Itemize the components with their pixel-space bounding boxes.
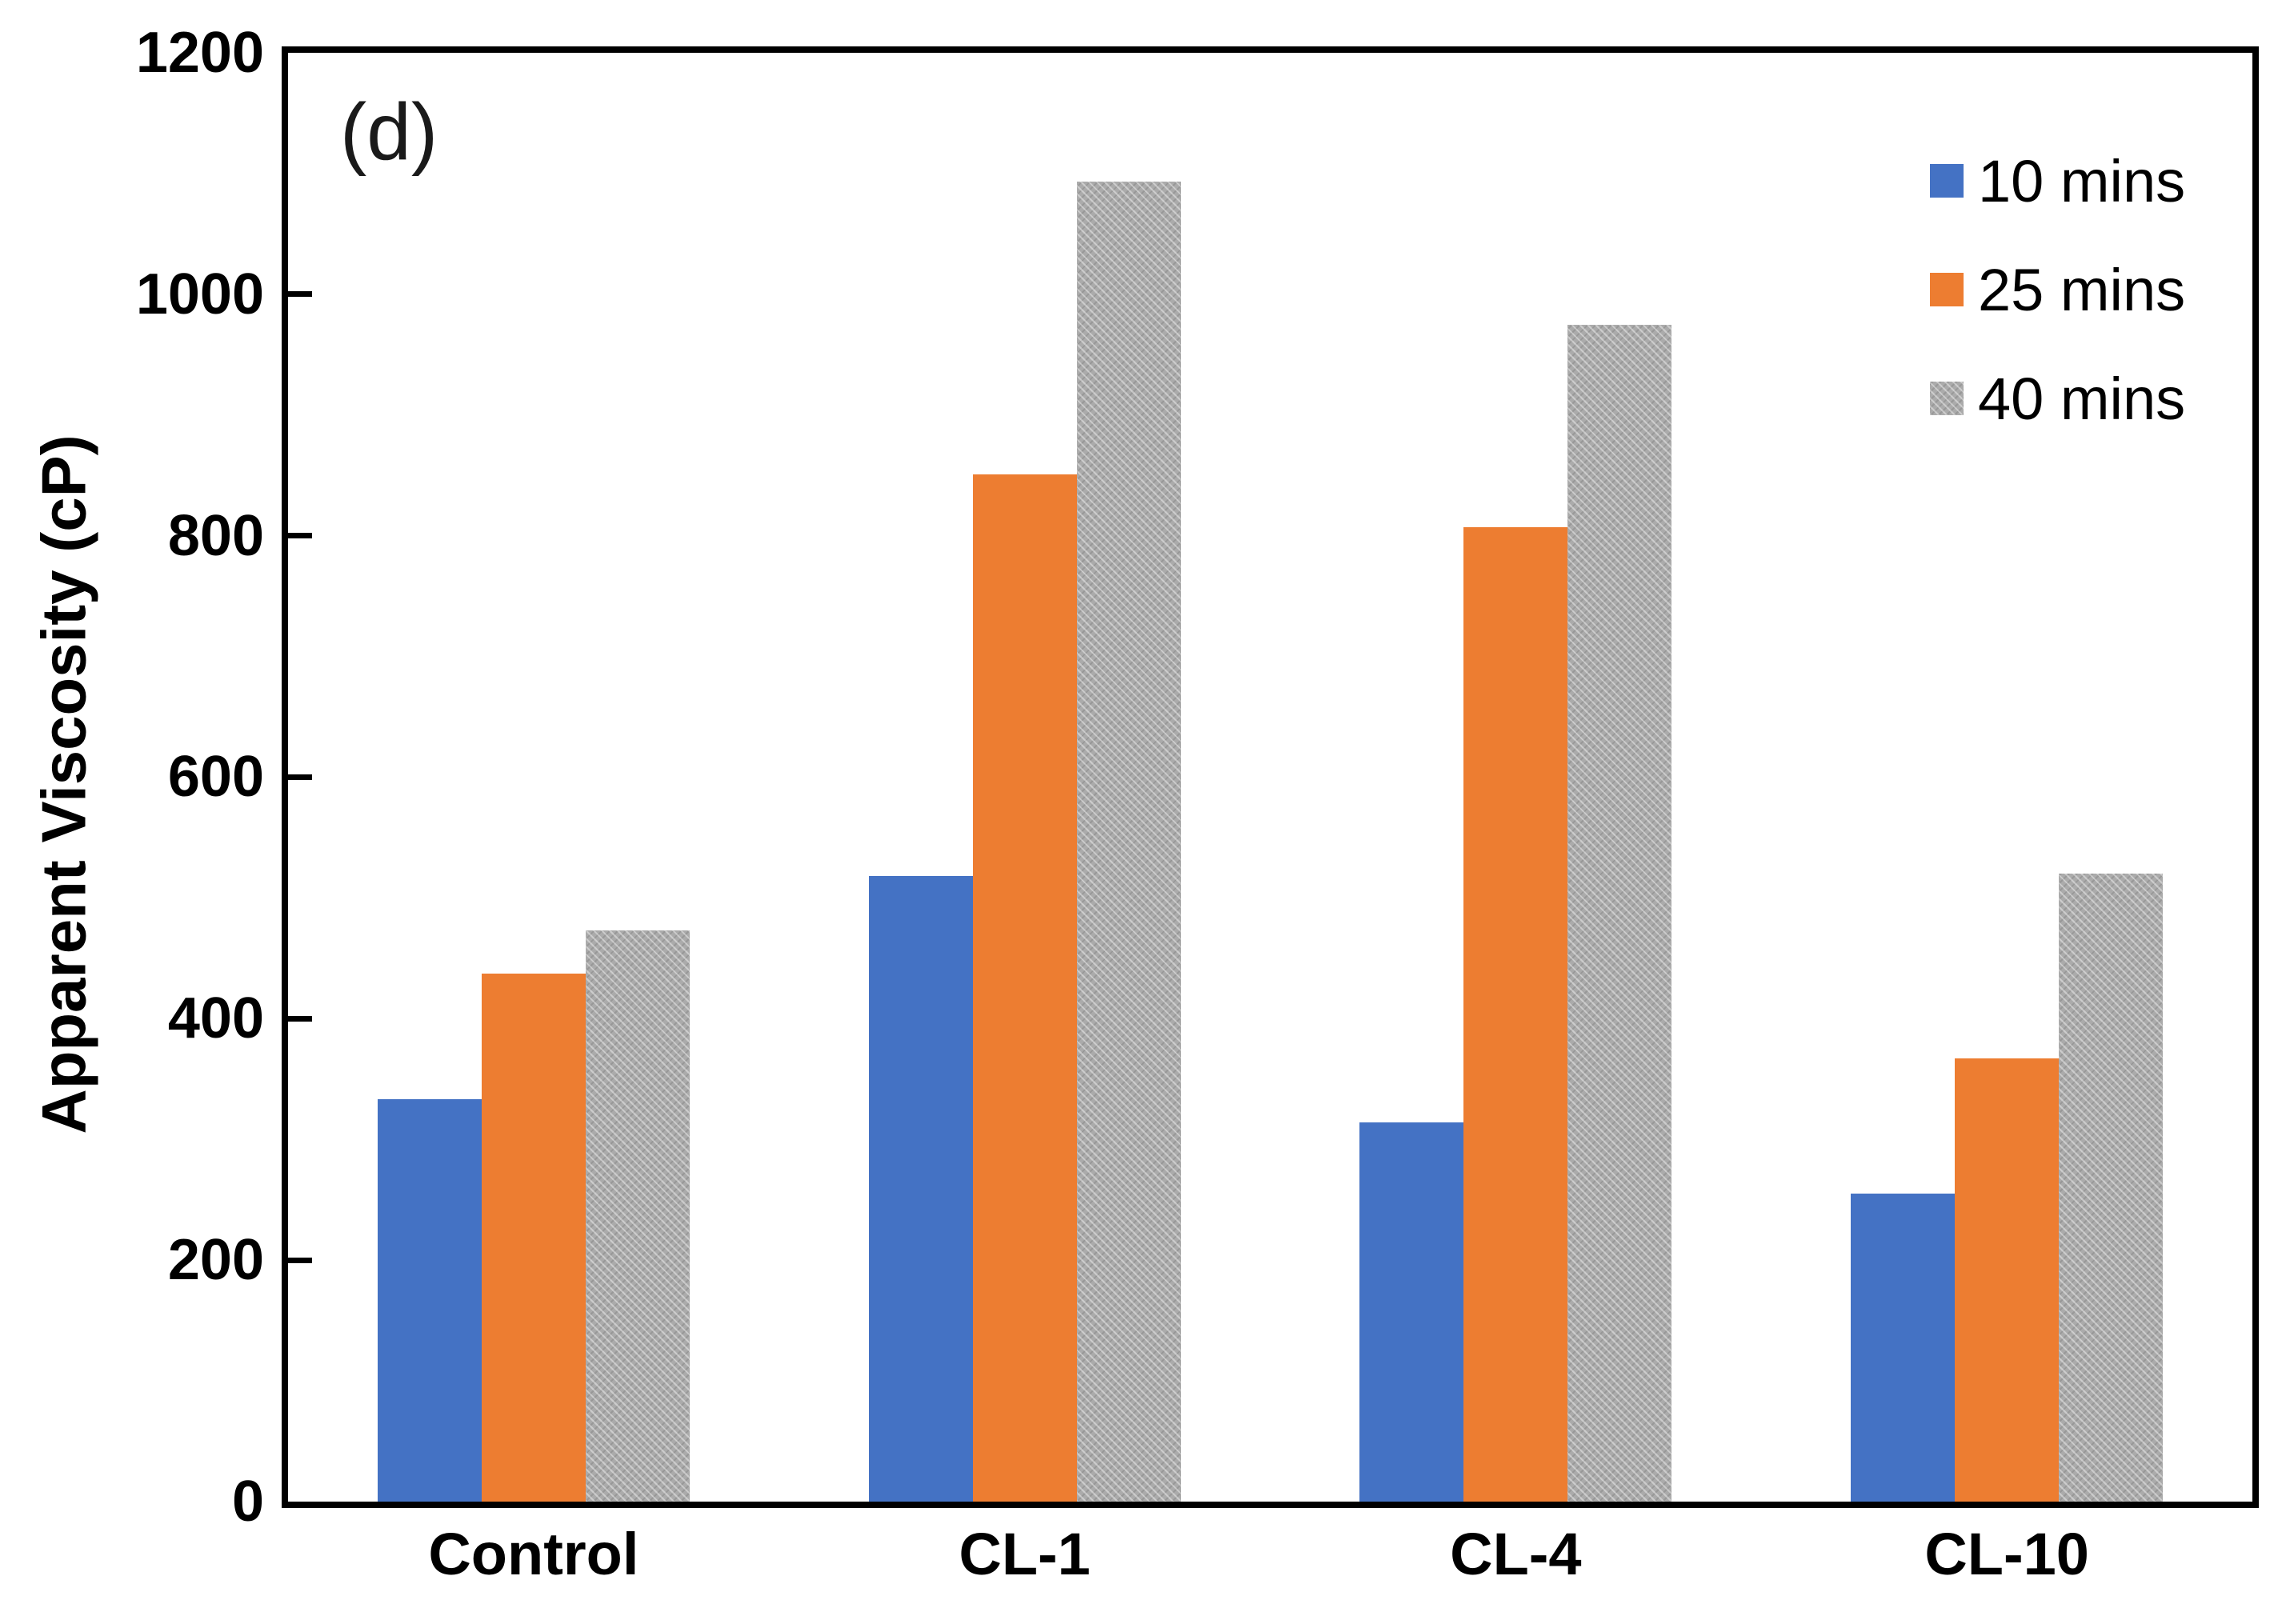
plot-area	[282, 46, 2259, 1508]
bar-cl-10-25mins	[1955, 1058, 2059, 1502]
bar-cl-4-40mins	[1567, 325, 1671, 1502]
legend-label: 10 mins	[1978, 147, 2186, 214]
x-category-label: Control	[428, 1521, 639, 1587]
y-axis-tick-mark	[288, 774, 312, 780]
y-axis-title: Apparent Viscosity (cP)	[28, 434, 99, 1134]
bar-cl-4-10mins	[1359, 1122, 1463, 1502]
legend-item: 25 mins	[1930, 256, 2186, 323]
bar-cl-1-40mins	[1077, 182, 1181, 1502]
bar-cl-1-10mins	[869, 876, 973, 1502]
y-axis-tick-mark	[288, 1016, 312, 1022]
y-tick-label: 1200	[135, 21, 264, 85]
x-category-label: CL-1	[959, 1521, 1091, 1587]
x-category-label: CL-4	[1450, 1521, 1582, 1587]
y-tick-label: 1000	[135, 262, 264, 326]
y-tick-label: 600	[167, 745, 264, 810]
legend-swatch-icon	[1930, 273, 1964, 306]
legend: 10 mins 25 mins 40 mins	[1930, 147, 2186, 475]
bar-cl-4-25mins	[1463, 527, 1567, 1502]
legend-label: 40 mins	[1978, 365, 2186, 432]
legend-swatch-icon	[1930, 164, 1964, 198]
y-axis-tick-mark	[288, 291, 312, 297]
bar-cl-10-10mins	[1851, 1194, 1955, 1502]
y-tick-label: 400	[167, 986, 264, 1051]
x-axis-category-labels: Control CL-1 CL-4 CL-10	[288, 1520, 2252, 1592]
bar-control-10mins	[378, 1099, 482, 1502]
y-tick-label: 800	[167, 503, 264, 568]
y-tick-label: 0	[231, 1469, 264, 1534]
y-axis-tick-labels: 1200 1000 800 600 400 200 0	[0, 24, 264, 1530]
legend-item: 40 mins	[1930, 365, 2186, 432]
legend-swatch-icon	[1930, 382, 1964, 415]
y-axis-tick-mark	[288, 533, 312, 538]
bar-control-25mins	[482, 974, 586, 1502]
y-axis-tick-mark	[288, 1258, 312, 1263]
x-category-label: CL-10	[1924, 1521, 2089, 1587]
bar-control-40mins	[586, 930, 690, 1502]
bar-cl-10-40mins	[2059, 874, 2163, 1502]
bar-cl-1-25mins	[973, 474, 1077, 1502]
legend-label: 25 mins	[1978, 256, 2186, 323]
y-tick-label: 200	[167, 1228, 264, 1293]
panel-label: (d)	[340, 87, 438, 177]
legend-item: 10 mins	[1930, 147, 2186, 214]
